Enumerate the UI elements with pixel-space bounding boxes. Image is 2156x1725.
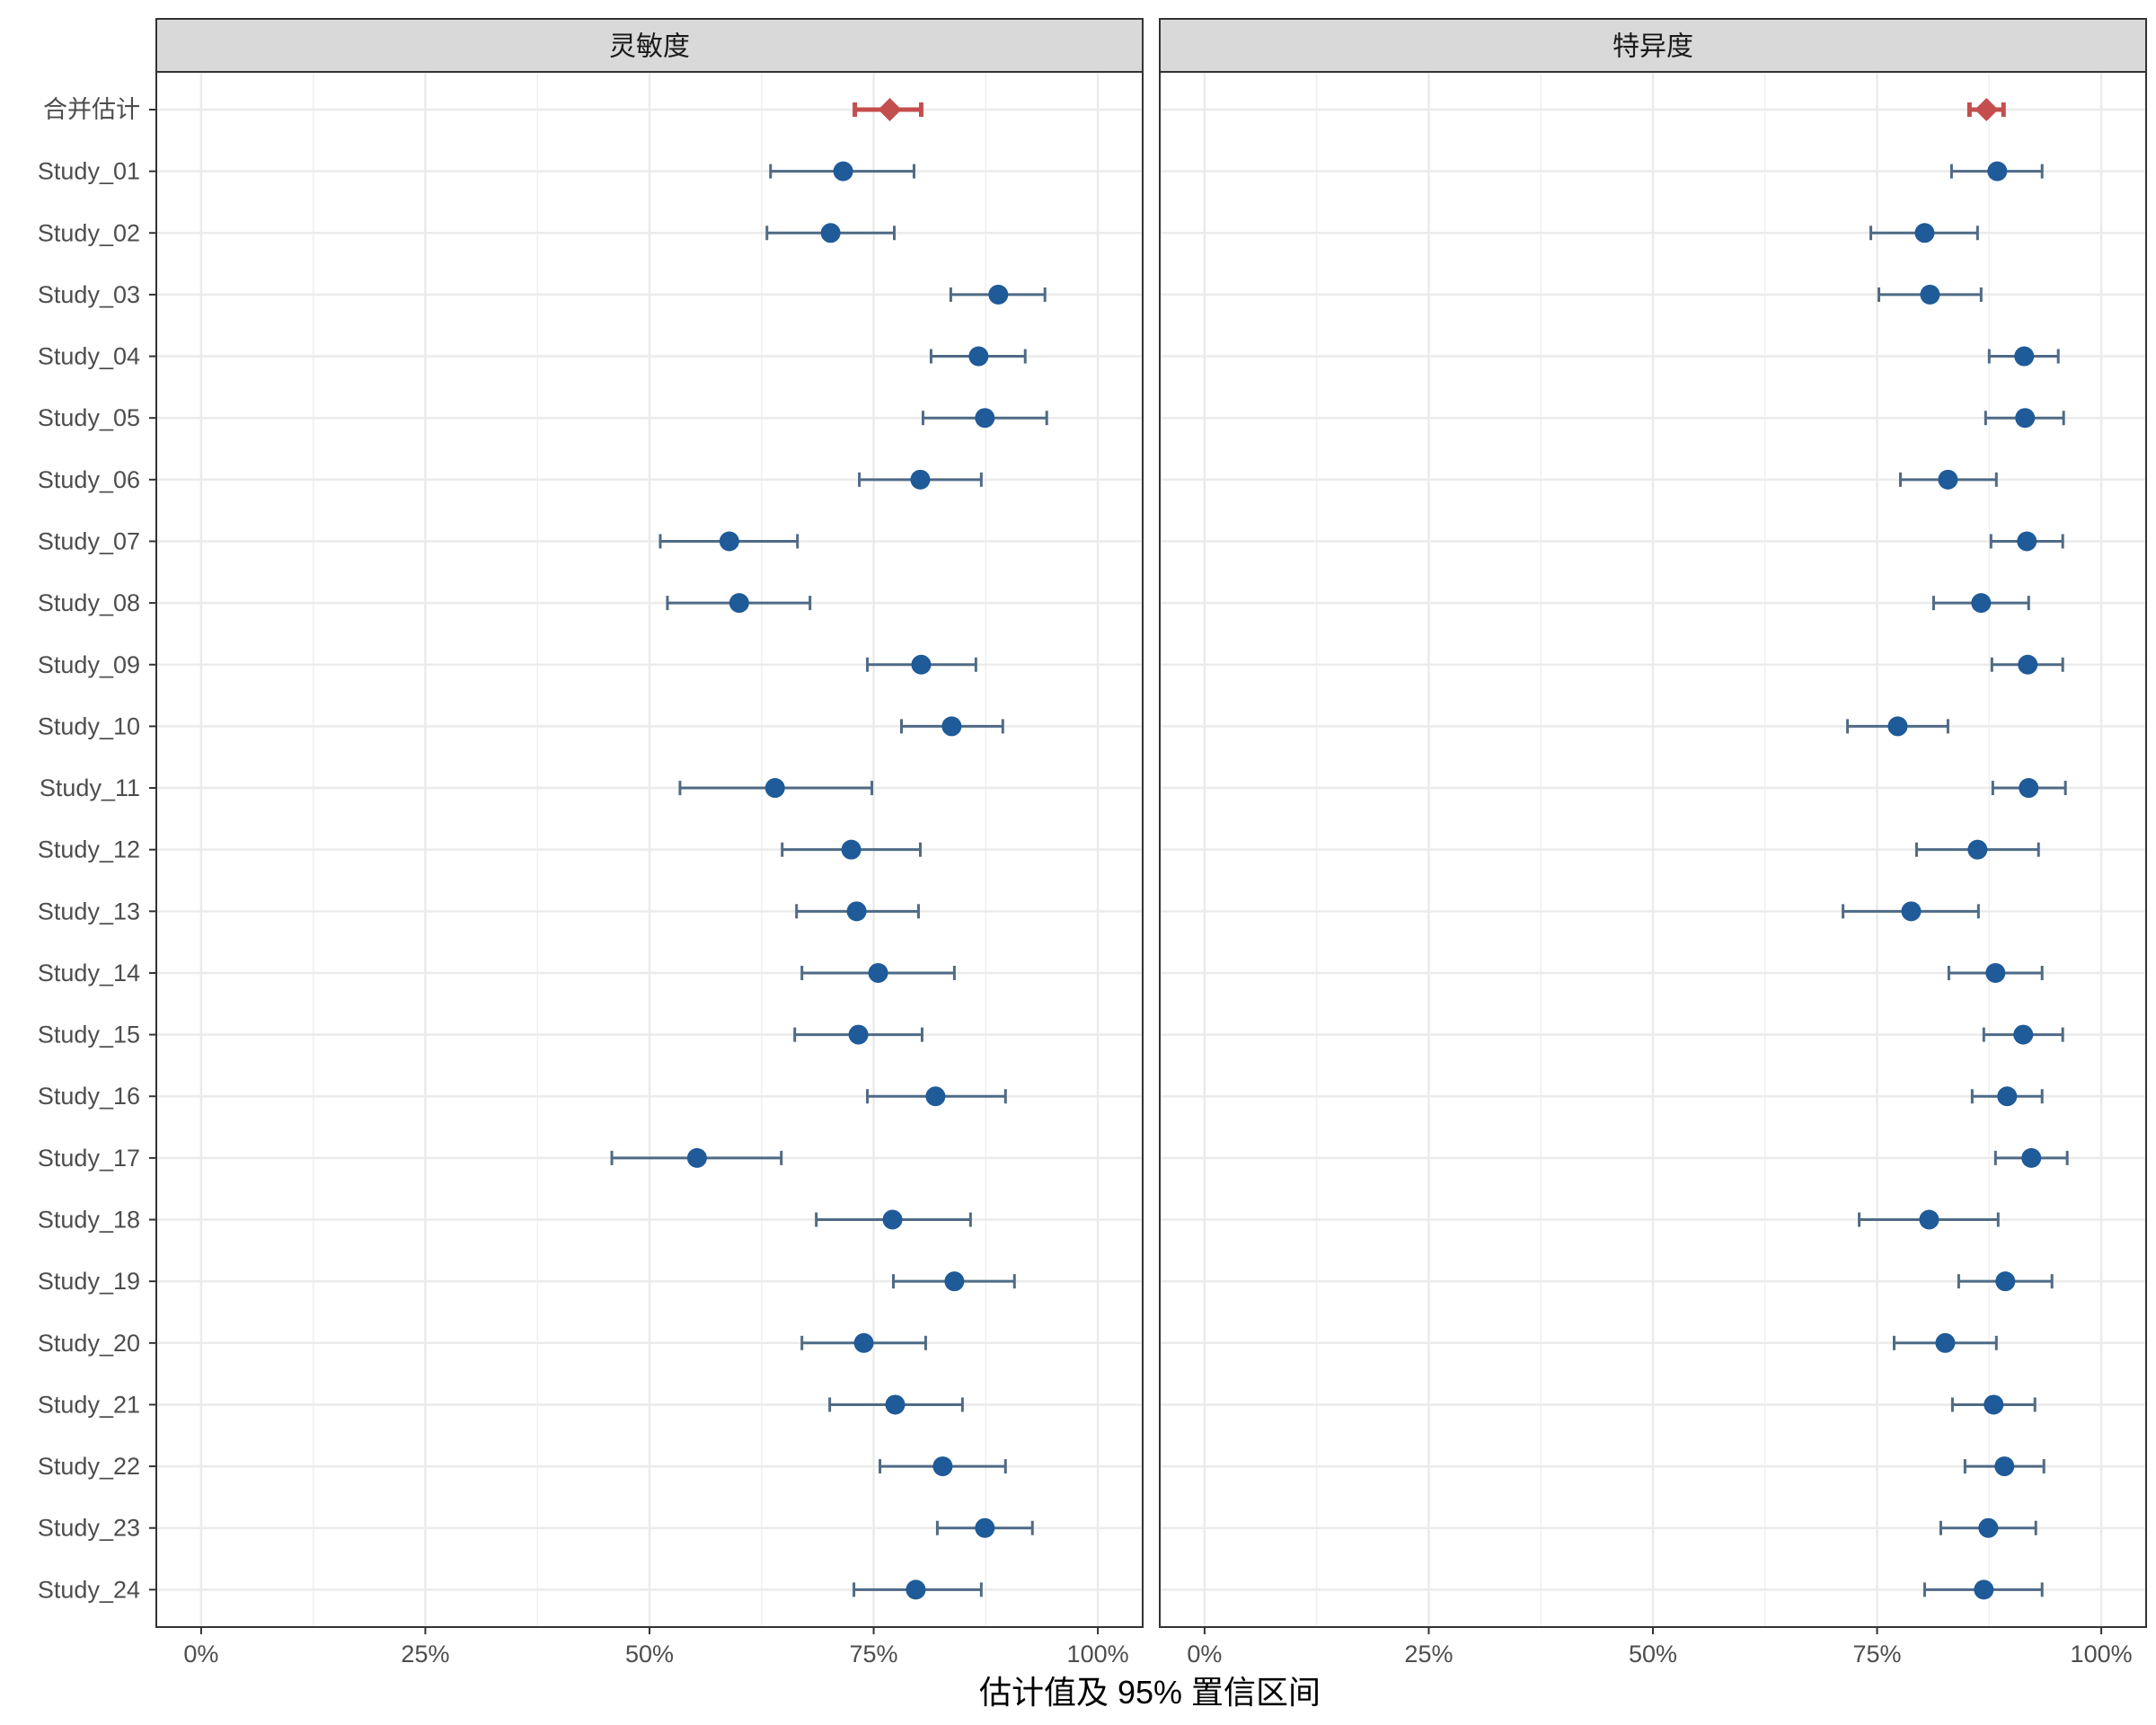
y-axis-label: Study_10 — [38, 712, 140, 739]
y-axis-label: Study_09 — [38, 651, 140, 678]
study-estimate-point — [941, 716, 962, 737]
study-estimate-point — [1938, 469, 1958, 490]
study-estimate-point — [1978, 1517, 1999, 1538]
y-axis-label: Study_19 — [38, 1268, 140, 1295]
y-axis-label: Study_05 — [38, 404, 140, 431]
study-estimate-point — [1919, 1209, 1940, 1230]
x-tick-label: 50% — [1629, 1641, 1677, 1668]
facet-panel: 特异度 0% 25% 50% 75% 100% — [1159, 18, 2147, 1668]
study-estimate-point — [975, 408, 995, 429]
study-estimate-point — [2019, 778, 2039, 799]
facet-strip — [155, 18, 1144, 73]
y-axis-label: Study_18 — [38, 1207, 140, 1234]
study-estimate-point — [932, 1456, 953, 1477]
study-estimate-point — [1984, 1394, 2004, 1415]
y-axis-label: Study_21 — [38, 1391, 140, 1418]
study-estimate-point — [1995, 1271, 2016, 1292]
y-axis-label: Study_15 — [38, 1022, 140, 1048]
study-estimate-point — [2018, 654, 2038, 675]
x-tick-label: 25% — [1404, 1641, 1453, 1668]
y-axis-label: Study_13 — [38, 898, 140, 924]
x-axis-title: 估计值及 95% 置信区间 — [979, 1674, 1321, 1711]
y-axis-label: Study_02 — [38, 219, 140, 246]
study-estimate-point — [2015, 408, 2036, 429]
x-tick-label: 25% — [401, 1641, 449, 1668]
y-axis-label: Study_24 — [38, 1576, 140, 1603]
facet-title: 灵敏度 — [609, 32, 690, 62]
study-estimate-point — [944, 1271, 965, 1292]
study-estimate-point — [1971, 593, 1992, 614]
study-estimate-point — [988, 284, 1009, 305]
study-estimate-point — [906, 1579, 926, 1600]
study-estimate-point — [1914, 223, 1935, 243]
study-estimate-point — [1985, 962, 2006, 983]
study-estimate-point — [1994, 1456, 2015, 1477]
x-tick-label: 75% — [850, 1641, 898, 1668]
x-tick-label: 0% — [183, 1641, 218, 1668]
study-estimate-point — [1920, 284, 1940, 305]
study-estimate-point — [2013, 1024, 2034, 1045]
y-axis-label: Study_22 — [38, 1453, 140, 1480]
y-axis-label: Study_03 — [38, 281, 140, 308]
study-estimate-point — [911, 654, 932, 675]
study-estimate-point — [833, 161, 853, 181]
study-estimate-point — [1967, 839, 1988, 860]
study-estimate-point — [882, 1209, 903, 1230]
pooled-estimate-diamond — [878, 98, 902, 121]
study-estimate-point — [1935, 1332, 1956, 1353]
study-estimate-point — [885, 1394, 906, 1415]
x-tick-label: 0% — [1187, 1641, 1222, 1668]
study-estimate-point — [2021, 1147, 2042, 1168]
study-estimate-point — [1901, 901, 1922, 922]
x-tick-label: 100% — [2071, 1641, 2133, 1668]
facet-title: 特异度 — [1613, 32, 1693, 62]
study-estimate-point — [925, 1086, 946, 1107]
y-axis-label: Study_23 — [38, 1515, 140, 1542]
study-estimate-point — [841, 839, 862, 860]
pooled-estimate-diamond — [1975, 98, 1999, 121]
study-estimate-point — [729, 593, 749, 614]
study-estimate-point — [1974, 1579, 1994, 1600]
y-axis-label: Study_16 — [38, 1083, 140, 1110]
study-estimate-point — [2017, 531, 2037, 552]
study-estimate-point — [686, 1147, 707, 1168]
study-estimate-point — [846, 901, 867, 922]
study-estimate-point — [975, 1517, 995, 1538]
y-axis-label: Study_11 — [40, 774, 140, 801]
x-tick-label: 100% — [1067, 1641, 1129, 1668]
x-tick-label: 50% — [625, 1641, 674, 1668]
study-estimate-point — [1887, 716, 1908, 737]
y-axis-label: Study_12 — [38, 836, 140, 863]
y-axis-label: Study_17 — [38, 1145, 140, 1172]
study-estimate-point — [1987, 161, 2008, 181]
y-axis-label: Study_20 — [38, 1330, 140, 1357]
study-estimate-point — [1997, 1086, 2018, 1107]
study-estimate-point — [968, 346, 989, 367]
study-estimate-point — [719, 531, 739, 552]
facet-panel: 灵敏度 0% 25% 50% 75% 100% — [155, 18, 1144, 1668]
y-axis-label: Study_06 — [38, 466, 140, 493]
y-axis-label: Study_01 — [38, 158, 140, 185]
study-estimate-point — [2014, 346, 2035, 367]
facet-strip — [1159, 18, 2147, 73]
y-axis-label: Study_08 — [38, 589, 140, 616]
y-axis-label: Study_07 — [38, 527, 140, 554]
y-axis-label: Study_04 — [38, 343, 140, 370]
study-estimate-point — [853, 1332, 874, 1353]
study-estimate-point — [848, 1024, 869, 1045]
x-tick-label: 75% — [1853, 1641, 1902, 1668]
study-estimate-point — [910, 469, 931, 490]
y-axis-label: Study_14 — [38, 960, 140, 986]
study-estimate-point — [868, 962, 888, 983]
study-estimate-point — [764, 778, 785, 799]
y-axis-label: 合并估计 — [43, 96, 140, 123]
study-estimate-point — [820, 223, 841, 243]
